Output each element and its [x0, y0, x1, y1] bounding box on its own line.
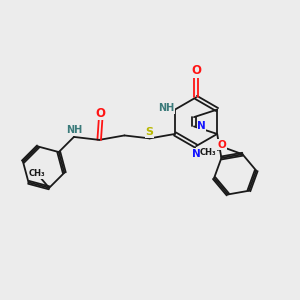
Text: O: O	[96, 106, 106, 120]
Text: NH: NH	[158, 103, 175, 113]
Text: NH: NH	[66, 125, 82, 135]
Text: O: O	[192, 64, 202, 77]
Text: N: N	[192, 148, 201, 159]
Text: CH₃: CH₃	[29, 169, 46, 178]
Text: N: N	[197, 122, 206, 131]
Text: S: S	[146, 128, 154, 137]
Text: CH₃: CH₃	[200, 148, 217, 157]
Text: O: O	[217, 140, 226, 150]
